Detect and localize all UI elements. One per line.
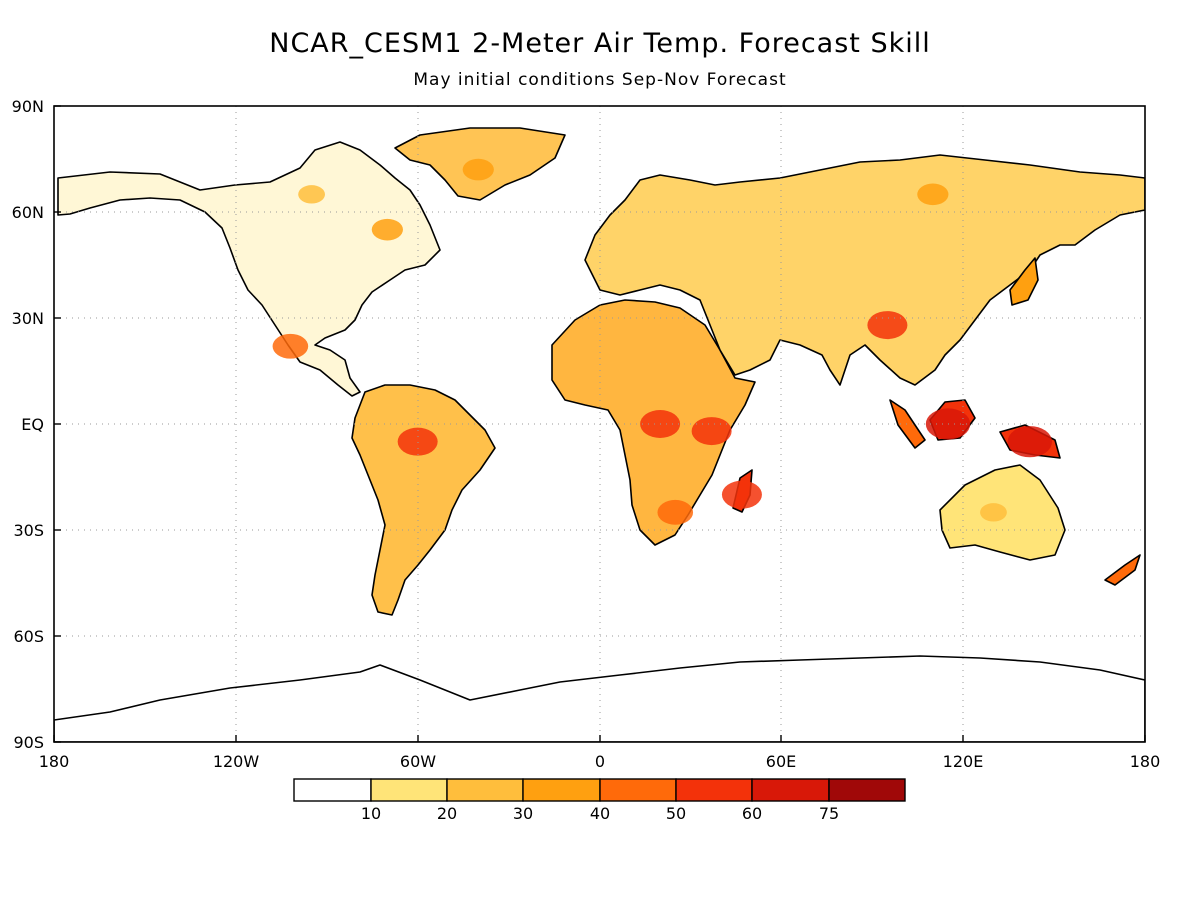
landmass-north-america: [57, 141, 441, 397]
colorbar-box-5: [675, 778, 753, 802]
lon-label-180e: 180: [1130, 752, 1161, 771]
map-subtitle: May initial conditions Sep-Nov Forecast: [413, 70, 787, 90]
colorbar-box-2: [446, 778, 524, 802]
lat-label-eq: EQ: [21, 415, 44, 434]
lon-label-180w: 180: [39, 752, 70, 771]
landmass-eurasia: [584, 154, 1145, 386]
skill-hotspot-mexico: [272, 333, 309, 359]
longitude-labels: 180 120W 60W 0 60E 120E 180: [39, 752, 1161, 771]
colorbar-box-6: [751, 778, 830, 802]
colorbar-box-4: [599, 778, 677, 802]
colorbar-box-7: [828, 778, 906, 802]
colorbar-label-10: 10: [361, 804, 381, 823]
landmass-antarctica: [54, 655, 1145, 742]
map-title: NCAR_CESM1 2-Meter Air Temp. Forecast Sk…: [269, 28, 931, 59]
skill-hotspot-southern-africa: [657, 499, 694, 525]
skill-hotspots: [272, 158, 1053, 525]
colorbar-box-0: [293, 778, 372, 802]
lat-label-30n: 30N: [12, 309, 44, 328]
skill-hotspot-new-guinea: [1007, 426, 1053, 458]
colorbar-label-50: 50: [666, 804, 686, 823]
lon-label-120w: 120W: [213, 752, 260, 771]
graticule: [54, 106, 1145, 742]
skill-hotspot-east-africa: [691, 417, 732, 446]
lon-label-60e: 60E: [766, 752, 796, 771]
colorbar-label-40: 40: [590, 804, 610, 823]
skill-hotspot-australia: [980, 503, 1007, 522]
colorbar-label-75: 75: [819, 804, 839, 823]
tick-marks: [53, 105, 1146, 743]
colorbar-label-30: 30: [513, 804, 533, 823]
latitude-labels: 90N 60N 30N EQ 30S 60S 90S: [12, 97, 44, 752]
landmass-sumatra: [889, 399, 926, 449]
colorbar: [293, 778, 906, 802]
colorbar-box-1: [370, 778, 448, 802]
lat-label-90s: 90S: [13, 733, 44, 752]
skill-hotspot-madagascar: [721, 480, 762, 509]
skill-hotspot-amazon: [397, 427, 438, 456]
colorbar-label-20: 20: [437, 804, 457, 823]
lat-label-30s: 30S: [13, 521, 44, 540]
lat-label-90n: 90N: [12, 97, 44, 116]
lat-label-60n: 60N: [12, 203, 44, 222]
lon-label-60w: 60W: [400, 752, 436, 771]
lon-label-0: 0: [595, 752, 605, 771]
landmass-south-america: [351, 384, 496, 616]
skill-hotspot-northern-canada: [298, 185, 325, 204]
colorbar-labels: 10 20 30 40 50 60 75: [361, 804, 839, 823]
colorbar-label-60: 60: [742, 804, 762, 823]
skill-hotspot-siberia: [917, 183, 949, 206]
colorbar-box-3: [522, 778, 601, 802]
landmass-japan: [1009, 257, 1039, 306]
lat-label-60s: 60S: [13, 627, 44, 646]
skill-hotspot-quebec: [371, 218, 403, 241]
skill-hotspot-greenland: [462, 158, 494, 181]
lon-label-120e: 120E: [943, 752, 984, 771]
skill-hotspot-tibet-se-asia: [867, 311, 908, 340]
landmass-new-zealand: [1104, 554, 1141, 586]
